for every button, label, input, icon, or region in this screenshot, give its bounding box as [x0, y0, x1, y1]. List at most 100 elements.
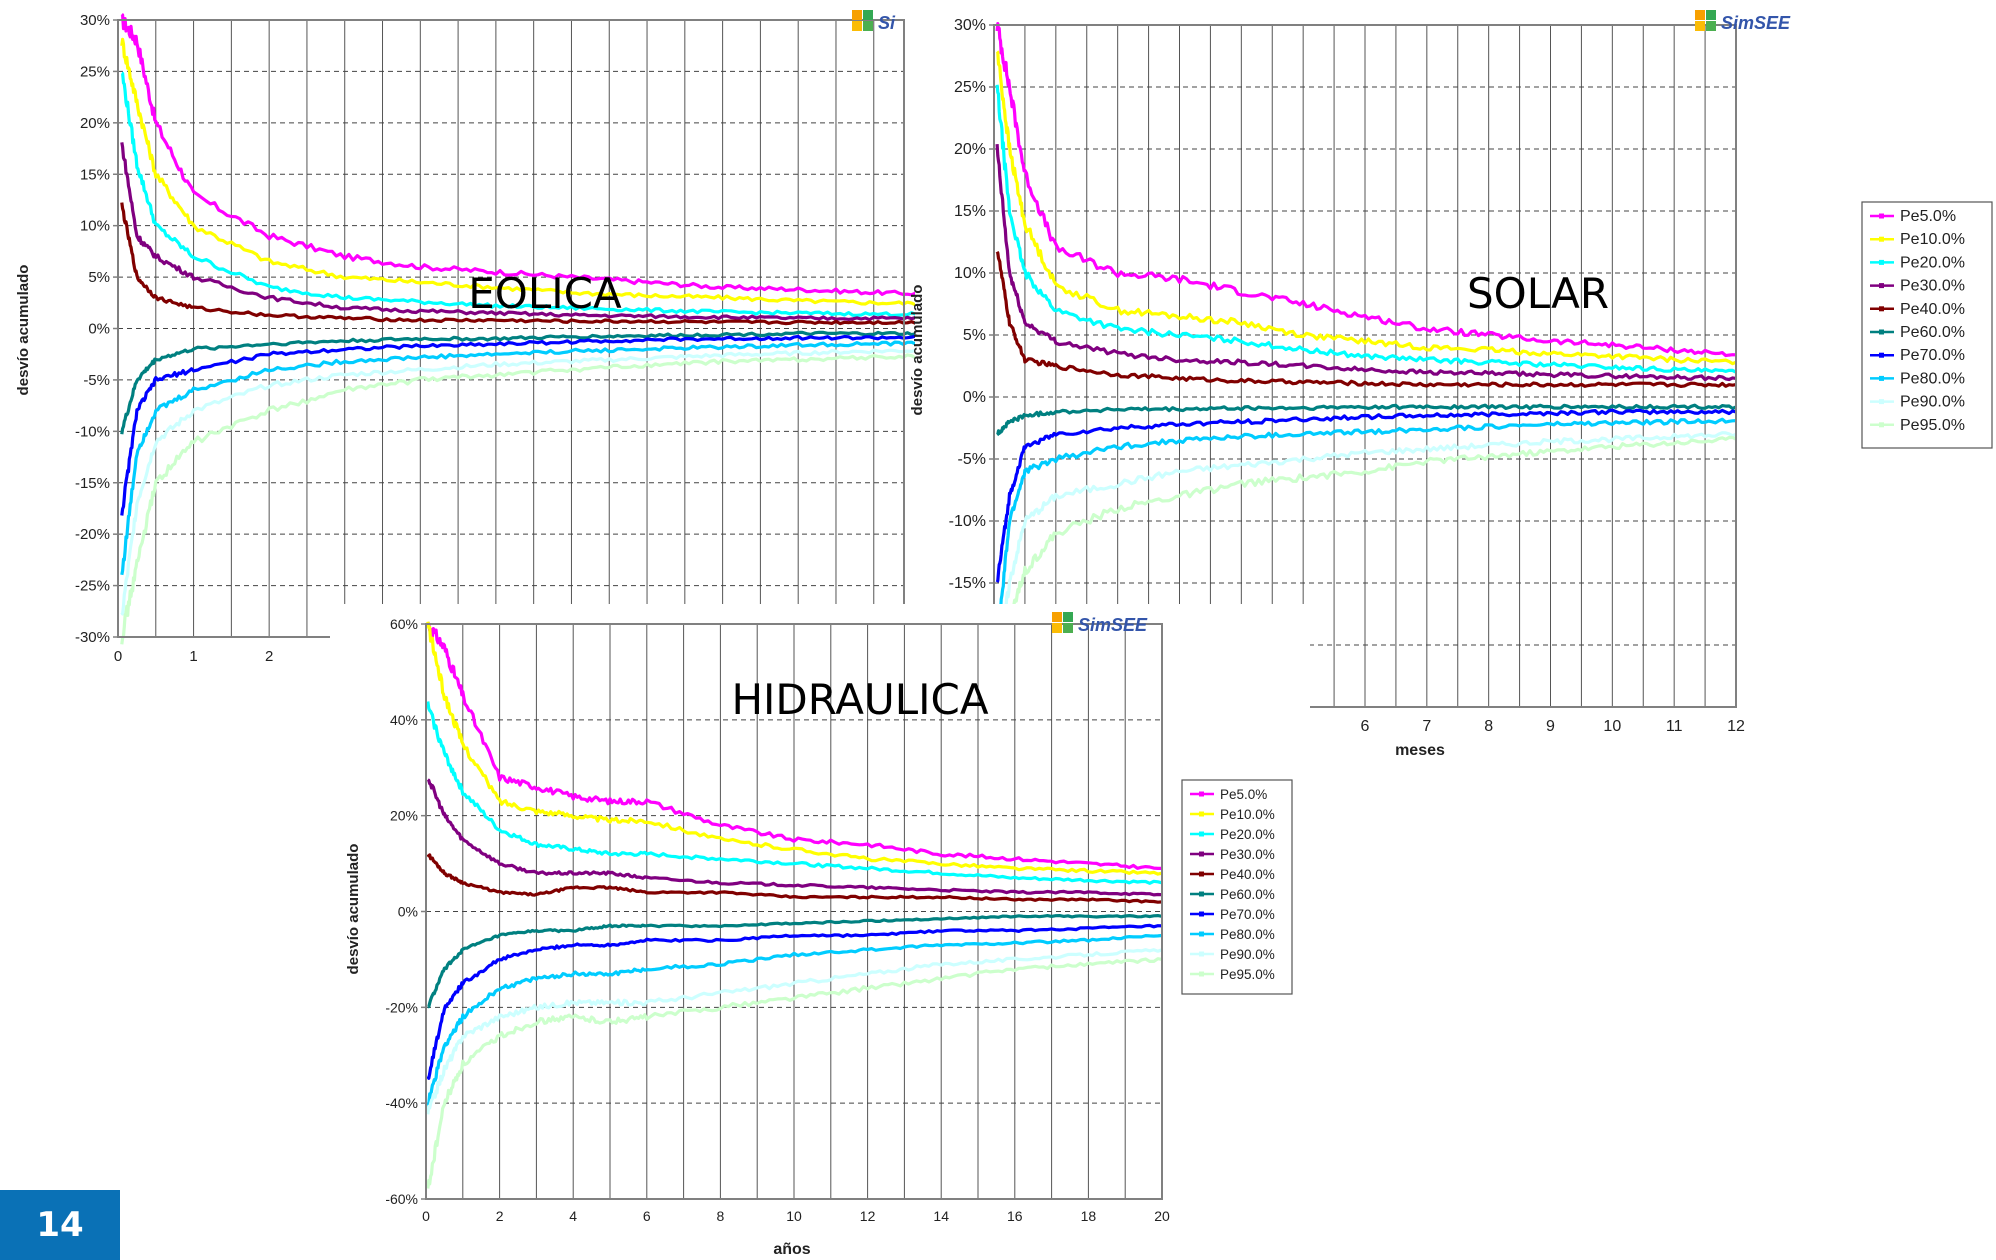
hidraulica-ytick-label: -40%	[385, 1095, 418, 1111]
solar-ytick-label: 10%	[954, 265, 986, 282]
solar-xtick-label: 8	[1484, 718, 1493, 735]
solar-series-Pe90-0pct	[995, 431, 1737, 677]
solar-ytick-label: 0%	[963, 389, 986, 406]
legend-label: Pe95.0%	[1220, 967, 1275, 982]
solar-ytick-label: -5%	[958, 451, 986, 468]
eolica-series-Pe20-0pct	[121, 71, 915, 318]
eolica-annotation: EOLICA	[468, 269, 622, 318]
hidraulica-series-Pe20-0pct	[426, 701, 1163, 885]
solar-ylabel: desvío acumulado	[909, 285, 926, 416]
eolica-ytick-label: 15%	[80, 166, 110, 183]
hidraulica-xtick-label: 10	[786, 1208, 802, 1224]
hidraulica-series-Pe60-0pct	[427, 914, 1163, 1009]
solar-ytick-label: -15%	[949, 575, 986, 592]
solar-xtick-label: 12	[1727, 718, 1745, 735]
eolica-ytick-label: 30%	[80, 12, 110, 29]
solar-xtick-label: 7	[1422, 718, 1431, 735]
simsee-logo: SimSEE	[1695, 10, 1791, 33]
solar-xlabel: meses	[1395, 742, 1445, 759]
hidraulica-xtick-label: 0	[422, 1208, 430, 1224]
legend-label: Pe20.0%	[1220, 827, 1275, 842]
solar-series-Pe10-0pct	[995, 50, 1737, 366]
hidraulica-ytick-label: 40%	[390, 712, 418, 728]
eolica-series-Pe80-0pct	[120, 340, 915, 576]
solar-ytick-label: 30%	[954, 17, 986, 34]
solar-ytick-label: -10%	[949, 513, 986, 530]
hidraulica-xtick-label: 18	[1081, 1208, 1097, 1224]
eolica-ytick-label: 25%	[80, 63, 110, 80]
solar-ytick-label: 25%	[954, 79, 986, 96]
hidraulica-series-Pe70-0pct	[426, 923, 1163, 1080]
solar-chart: 30%25%20%15%10%5%0%-5%-10%-15%-20%567891…	[909, 10, 1993, 759]
legend-label: Pe40.0%	[1900, 301, 1965, 318]
eolica-ytick-label: 10%	[80, 218, 110, 235]
solar-series-Pe80-0pct	[995, 417, 1737, 644]
eolica-ytick-label: -20%	[75, 526, 110, 543]
legend-label: Pe80.0%	[1900, 370, 1965, 387]
eolica-chart: 30% 25% 20% 15% 10% 5% 0% -5% -10% -15% -20% -25% -3…	[15, 10, 915, 665]
legend-label: Pe30.0%	[1220, 847, 1275, 862]
hidraulica-series-Pe5-0pct	[426, 622, 1162, 870]
page-number-badge: 14	[0, 1190, 120, 1260]
eolica-ytick-label: 20%	[80, 115, 110, 132]
legend-label: Pe60.0%	[1900, 324, 1965, 341]
legend-label: Pe90.0%	[1220, 947, 1275, 962]
eolica-series-Pe95-0pct	[120, 353, 915, 645]
solar-xtick-label: 10	[1603, 718, 1621, 735]
solar-series-Pe40-0pct	[995, 250, 1737, 388]
eolica-ytick-label: -10%	[75, 423, 110, 440]
hidraulica-ytick-label: 60%	[390, 616, 418, 632]
hidraulica-ylabel: desvío acumulado	[345, 844, 362, 975]
hidraulica-ytick-label: -60%	[385, 1191, 418, 1207]
hidraulica-chart: 60% 40% 20% 0% -20% -40% -60%0 2 4 6 8 10 12 14 16 18 20…	[330, 604, 1310, 1260]
solar-ytick-label: 5%	[963, 327, 986, 344]
eolica-xtick-label: 0	[114, 648, 122, 665]
hidraulica-xtick-label: 12	[860, 1208, 876, 1224]
eolica-series-Pe5-0pct	[120, 12, 915, 297]
hidraulica-xtick-label: 8	[717, 1208, 725, 1224]
eolica-series-Pe90-0pct	[120, 348, 915, 616]
hidraulica-series-Pe30-0pct	[426, 778, 1163, 897]
legend-label: Pe5.0%	[1900, 208, 1956, 225]
eolica-xtick-label: 2	[265, 648, 273, 665]
legend-label: Pe10.0%	[1900, 231, 1965, 248]
solar-xtick-label: 6	[1361, 718, 1370, 735]
eolica-ytick-label: -30%	[75, 629, 110, 646]
hidraulica-xtick-label: 4	[569, 1208, 577, 1224]
eolica-ytick-label: 5%	[88, 269, 110, 286]
hidraulica-series-Pe95-0pct	[426, 957, 1163, 1189]
hidraulica-ytick-label: 0%	[398, 904, 418, 920]
eolica-series-Pe60-0pct	[120, 330, 915, 435]
hidraulica-series-Pe90-0pct	[426, 948, 1163, 1115]
eolica-ytick-label: -5%	[83, 372, 110, 389]
hidraulica-ytick-label: 20%	[390, 808, 418, 824]
simsee-logo-text: Si	[878, 13, 896, 33]
hidraulica-legend: Pe5.0% Pe10.0% Pe20.0% Pe30.0% Pe40.0% Pe60.0…	[1181, 779, 1293, 995]
hidraulica-series-Pe80-0pct	[426, 933, 1163, 1108]
hidraulica-xtick-label: 20	[1154, 1208, 1170, 1224]
eolica-series-Pe70-0pct	[120, 334, 915, 516]
solar-series-Pe5-0pct	[995, 22, 1737, 358]
solar-annotation: SOLAR	[1467, 269, 1609, 318]
eolica-ytick-label: -15%	[75, 475, 110, 492]
hidraulica-xtick-label: 16	[1007, 1208, 1023, 1224]
hidraulica-xtick-label: 2	[496, 1208, 504, 1224]
solar-xtick-label: 9	[1546, 718, 1555, 735]
hidraulica-xtick-label: 6	[643, 1208, 651, 1224]
eolica-series-Pe30-0pct	[120, 142, 915, 322]
legend-label: Pe5.0%	[1220, 787, 1267, 802]
legend-label: Pe20.0%	[1900, 254, 1965, 271]
eolica-xtick-label: 1	[189, 648, 197, 665]
solar-ytick-label: 15%	[954, 203, 986, 220]
eolica-series-Pe10-0pct	[120, 37, 915, 307]
hidraulica-series-Pe10-0pct	[426, 621, 1163, 876]
eolica-series-Pe40-0pct	[120, 202, 915, 326]
hidraulica-ytick-label: -20%	[385, 999, 418, 1015]
solar-legend: Pe5.0% Pe10.0% Pe20.0% Pe30.0% Pe40.0% Pe60.0…	[1861, 201, 1993, 449]
solar-xtick-label: 11	[1666, 718, 1683, 735]
simsee-logo: Si	[852, 10, 896, 33]
hidraulica-xlabel: años	[773, 1241, 810, 1258]
legend-label: Pe70.0%	[1220, 907, 1275, 922]
legend-label: Pe60.0%	[1220, 887, 1275, 902]
legend-label: Pe95.0%	[1900, 417, 1965, 434]
